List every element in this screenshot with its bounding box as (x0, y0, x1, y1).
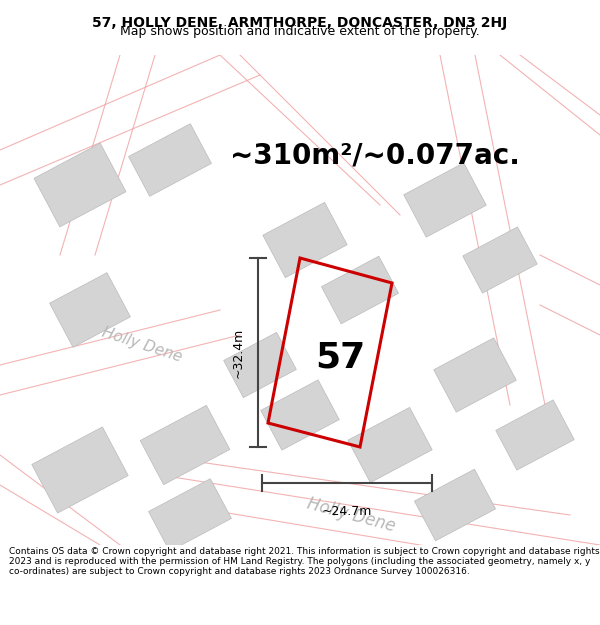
Polygon shape (434, 338, 516, 412)
Text: Holly Dene: Holly Dene (100, 325, 184, 365)
Polygon shape (261, 380, 339, 450)
Text: Contains OS data © Crown copyright and database right 2021. This information is : Contains OS data © Crown copyright and d… (9, 547, 599, 576)
Polygon shape (140, 406, 230, 484)
Text: ~24.7m: ~24.7m (322, 505, 372, 518)
Polygon shape (322, 256, 398, 324)
Polygon shape (463, 227, 537, 293)
Polygon shape (415, 469, 496, 541)
Polygon shape (224, 332, 296, 398)
Polygon shape (404, 163, 486, 237)
Text: Holly Dene: Holly Dene (305, 494, 397, 536)
Polygon shape (34, 143, 126, 227)
Text: ~32.4m: ~32.4m (232, 328, 245, 378)
Polygon shape (496, 400, 574, 470)
Polygon shape (50, 272, 130, 348)
Polygon shape (348, 408, 432, 482)
Text: 57, HOLLY DENE, ARMTHORPE, DONCASTER, DN3 2HJ: 57, HOLLY DENE, ARMTHORPE, DONCASTER, DN… (92, 16, 508, 31)
Text: ~310m²/~0.077ac.: ~310m²/~0.077ac. (230, 141, 520, 169)
Text: 57: 57 (315, 341, 365, 375)
Text: Map shows position and indicative extent of the property.: Map shows position and indicative extent… (120, 26, 480, 39)
Polygon shape (263, 202, 347, 278)
Polygon shape (149, 479, 232, 551)
Polygon shape (32, 427, 128, 513)
Polygon shape (128, 124, 211, 196)
